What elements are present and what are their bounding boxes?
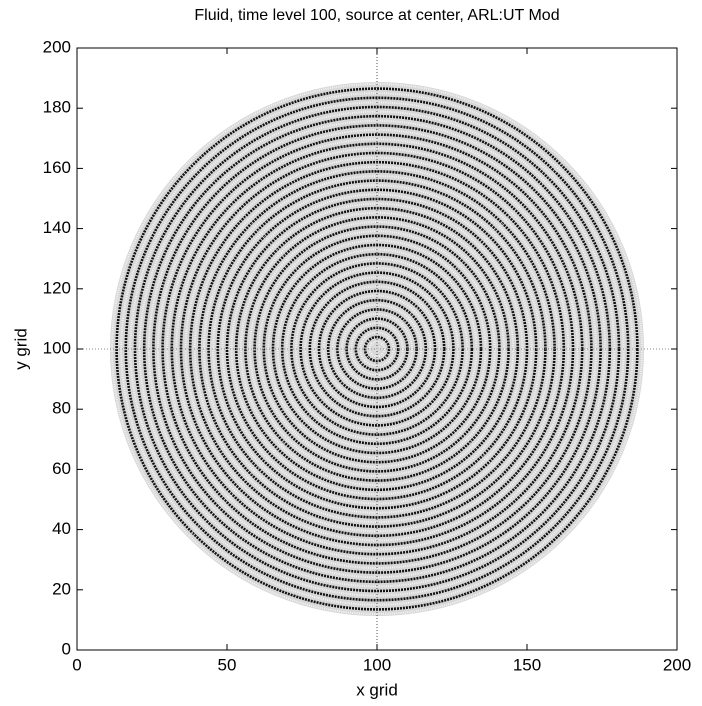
wave-diagonal [189, 161, 565, 537]
y-tick-label: 200 [43, 37, 71, 56]
wave-ring [341, 313, 413, 385]
y-tick-label: 100 [43, 338, 71, 357]
chart-title: Fluid, time level 100, source at center,… [194, 7, 559, 24]
x-axis-label: x grid [356, 680, 398, 699]
x-tick-label: 0 [72, 655, 81, 674]
y-tick-label: 60 [52, 459, 71, 478]
y-tick-label: 0 [62, 639, 71, 658]
wave-ring [166, 138, 588, 560]
wave-ring [359, 331, 395, 367]
wave-ring [308, 280, 446, 418]
y-axis-label: y grid [11, 328, 30, 370]
wavefield [77, 48, 677, 650]
wave-ring [239, 211, 515, 487]
wave-ring [221, 193, 533, 505]
y-tick-label: 40 [52, 519, 71, 538]
wave-ring [299, 271, 455, 427]
y-tick-label: 180 [43, 98, 71, 117]
wave-ring [230, 202, 524, 496]
wave-ring [203, 175, 551, 523]
wave-ring [368, 340, 386, 358]
y-tick-label: 160 [43, 158, 71, 177]
wave-ring [350, 322, 404, 376]
wave-ring [290, 262, 464, 436]
wave-ring [212, 184, 542, 514]
y-tick-label: 80 [52, 399, 71, 418]
wave-ring [244, 216, 510, 482]
wave-ring [280, 252, 474, 446]
wave-ring [161, 133, 593, 565]
x-tick-label: 150 [513, 655, 541, 674]
x-tick-label: 200 [663, 655, 691, 674]
y-tick-label: 140 [43, 218, 71, 237]
x-tick-label: 100 [363, 655, 391, 674]
x-tick-label: 50 [218, 655, 237, 674]
wave-ring [170, 142, 584, 556]
wave-ring [142, 114, 612, 584]
y-tick-label: 20 [52, 579, 71, 598]
y-tick-label: 120 [43, 278, 71, 297]
wave-ring [152, 124, 602, 574]
